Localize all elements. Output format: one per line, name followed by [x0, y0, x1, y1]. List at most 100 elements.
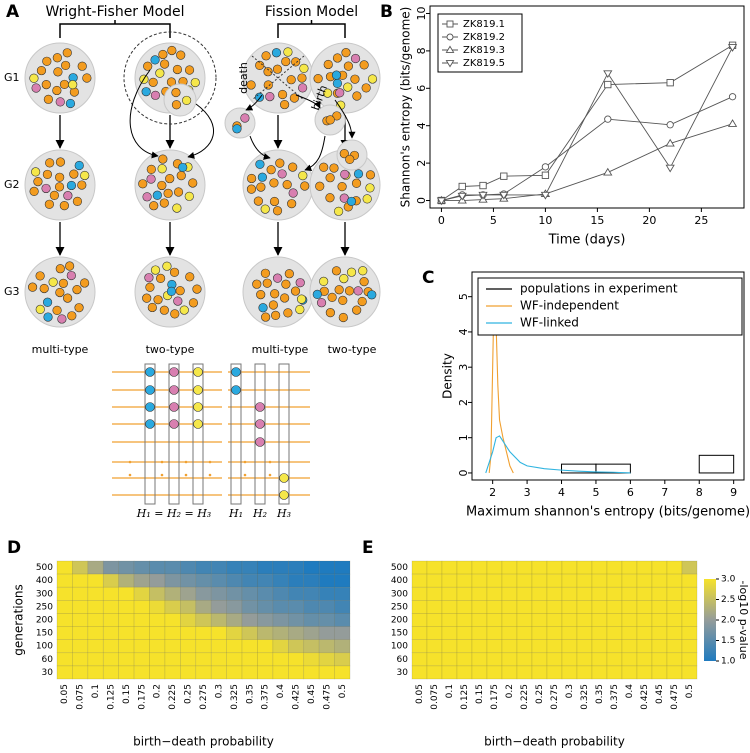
heatmap-cell [164, 652, 181, 667]
allele [169, 385, 179, 395]
x-tick-label: 0.1 [445, 684, 455, 698]
marker [479, 181, 487, 190]
cell [39, 283, 49, 294]
cell [188, 178, 198, 188]
y-tick-label: 200 [391, 616, 408, 626]
heatmap-cell [149, 626, 166, 640]
split [251, 55, 305, 101]
cell [49, 190, 60, 200]
heatmap-cell [318, 586, 335, 601]
legend-label: WF-independent [520, 299, 619, 313]
cell [159, 305, 169, 315]
marker [541, 171, 550, 179]
cell [284, 269, 294, 279]
cell [312, 289, 322, 299]
y-tick-label: 8 [415, 47, 428, 54]
x-tick-label: 5 [490, 214, 497, 227]
marker [603, 70, 613, 79]
heatmap-cell [636, 586, 653, 601]
heatmap-cell [516, 586, 533, 601]
heatmap-cell [546, 639, 563, 654]
heatmap-cell [471, 600, 488, 614]
heatmap-cell [303, 613, 320, 627]
heatmap-cell [56, 639, 73, 654]
cell [298, 83, 308, 93]
heatmap-cell [318, 600, 335, 614]
heatmap-cell [426, 626, 443, 640]
heatmap-cell [272, 586, 289, 601]
cell [338, 312, 348, 323]
ellipsis-dot [243, 460, 247, 464]
cell [279, 99, 290, 110]
x-axis-label: birth−death probability [133, 735, 274, 749]
heatmap-cell [226, 560, 243, 575]
cell [338, 295, 348, 306]
heatmap-cell [334, 573, 351, 588]
cell [343, 61, 354, 71]
cell [272, 64, 283, 74]
y-tick-label: 0 [415, 197, 428, 204]
heatmap-cell [426, 613, 443, 627]
heatmap-cell [272, 639, 289, 654]
heatmap-cell [303, 560, 320, 575]
cell [43, 312, 53, 322]
heatmap-cell [441, 613, 458, 627]
arrow [295, 94, 321, 109]
heatmap-cell [411, 560, 428, 575]
y-tick-label: 60 [397, 655, 409, 665]
heatmap-cell [606, 639, 623, 654]
cell [339, 149, 349, 159]
y-tick-label: 2 [457, 399, 470, 406]
model-title: Wright-Fisher Model [45, 4, 184, 20]
y-tick-label: 150 [391, 629, 408, 639]
allele [279, 473, 289, 483]
heatmap-cell [456, 665, 473, 680]
colorbar-tick-label: 2.5 [721, 595, 735, 605]
heatmap-cell [164, 613, 181, 627]
heatmap-cell [226, 652, 243, 667]
heatmap-cell [426, 560, 443, 575]
x-tick-label: 0.5 [338, 684, 348, 698]
marker [727, 119, 738, 127]
heatmap-cell [87, 586, 104, 601]
heatmap-cell [56, 652, 73, 667]
heatmap-cell [149, 560, 166, 575]
cell [185, 272, 195, 282]
cell [67, 311, 77, 321]
heatmap-cell [288, 586, 305, 601]
heatmap-cell [164, 586, 181, 601]
y-tick-label: 4 [415, 122, 428, 129]
heatmap-cell [318, 613, 335, 627]
heatmap-cell [149, 600, 166, 614]
heatmap-cell [486, 573, 503, 588]
heatmap-cell [426, 586, 443, 601]
heatmap-cell [531, 665, 548, 680]
heatmap-cell [516, 573, 533, 588]
cell [361, 83, 371, 93]
heatmap-cell [621, 626, 638, 640]
cell [176, 50, 186, 60]
arrow [129, 69, 159, 159]
heatmap-cell [87, 626, 104, 640]
x-tick-label: 3 [524, 486, 531, 499]
y-tick-label: 100 [391, 642, 408, 652]
haplotype-label: H₁ = H₂ = H₃ [136, 507, 211, 520]
heatmap-cell [133, 665, 150, 680]
heatmap-cell [195, 573, 212, 588]
cell [79, 278, 90, 288]
heatmap-cell [318, 573, 335, 588]
heatmap-cell [180, 586, 197, 601]
cell [150, 265, 161, 275]
heatmap-cell [195, 639, 212, 654]
heatmap-cell [210, 639, 227, 654]
heatmap-cell [164, 639, 181, 654]
cell [184, 191, 194, 201]
heatmap-cell [651, 665, 668, 680]
cell [146, 164, 156, 174]
cell [62, 48, 72, 58]
cell [142, 192, 152, 202]
heatmap-cell [133, 600, 150, 614]
heatmap-cell [531, 586, 548, 601]
cell [299, 63, 309, 73]
x-tick-label: 6 [627, 486, 634, 499]
